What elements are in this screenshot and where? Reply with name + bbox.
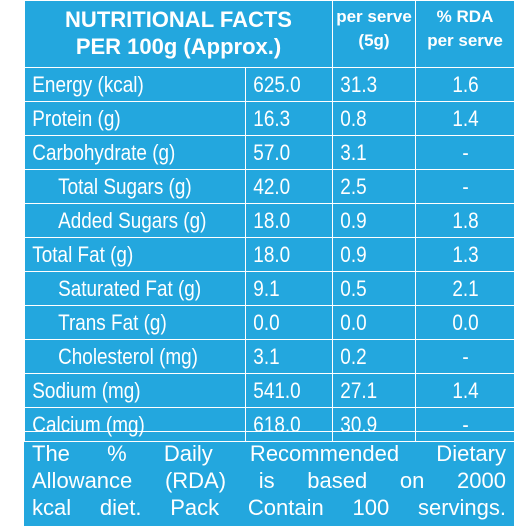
footnote-line-1: The % Daily Recommended Dietary: [32, 441, 506, 466]
rda-value: -: [422, 135, 509, 170]
per-100g-value: 618.0: [245, 407, 321, 442]
per-serve-value: 27.1: [332, 373, 405, 408]
footnote-line-3: kcal diet. Pack Contain 100 servings.: [32, 495, 506, 520]
rda-header-line-2: per serve: [427, 31, 503, 50]
per-serve-value: 0.0: [332, 305, 405, 340]
table-row: Total Sugars (g) 42.0 2.5 -: [24, 169, 515, 204]
footnote-line-2: Allowance (RDA) is based on 2000: [32, 468, 506, 493]
per-serve-header-cell: per serve (5g): [332, 0, 417, 68]
per-100g-value: 42.0: [245, 169, 321, 204]
table-title-line-2: PER 100g (Approx.): [75, 34, 282, 59]
rda-value: 1.6: [422, 67, 509, 102]
rda-value: 1.4: [422, 101, 509, 136]
nutrient-label: Total Fat (g): [24, 237, 215, 272]
rda-value: 0.0: [422, 305, 509, 340]
nutrient-label: Energy (kcal): [24, 67, 215, 102]
per-serve-header-line-1: per serve: [336, 7, 412, 26]
table-row: Saturated Fat (g) 9.1 0.5 2.1: [24, 271, 515, 306]
rda-value: 1.8: [422, 203, 509, 238]
table-row: Sodium (mg) 541.0 27.1 1.4: [24, 373, 515, 408]
nutrient-label: Protein (g): [24, 101, 215, 136]
table-row: Total Fat (g) 18.0 0.9 1.3: [24, 237, 515, 272]
per-serve-header: per serve (5g): [334, 2, 415, 54]
per-100g-value: 0.0: [245, 305, 321, 340]
rda-value: -: [422, 169, 509, 204]
per-100g-value: 57.0: [245, 135, 321, 170]
per-serve-value: 2.5: [332, 169, 405, 204]
nutrient-label: Cholesterol (mg): [24, 339, 215, 374]
nutrient-label: Total Sugars (g): [24, 169, 215, 204]
table-row: Added Sugars (g) 18.0 0.9 1.8: [24, 203, 515, 238]
per-serve-value: 0.2: [332, 339, 405, 374]
rda-value: 1.4: [422, 373, 509, 408]
table-row: Cholesterol (mg) 3.1 0.2 -: [24, 339, 515, 374]
per-serve-value: 0.8: [332, 101, 405, 136]
rda-footnote: The % Daily Recommended Dietary Allowanc…: [24, 431, 514, 526]
nutrient-label: Calcium (mg): [24, 407, 215, 442]
nutrition-facts-panel: NUTRITIONAL FACTS PER 100g (Approx.) per…: [23, 0, 516, 526]
per-100g-value: 541.0: [245, 373, 321, 408]
per-100g-value: 3.1: [245, 339, 321, 374]
nutrient-label: Added Sugars (g): [24, 203, 215, 238]
nutrient-label: Sodium (mg): [24, 373, 215, 408]
rda-value: 1.3: [422, 237, 509, 272]
table-row: Energy (kcal) 625.0 31.3 1.6: [24, 67, 515, 102]
rda-value: -: [422, 339, 509, 374]
table-title-line-1: NUTRITIONAL FACTS: [65, 7, 292, 32]
per-100g-value: 9.1: [245, 271, 321, 306]
per-serve-header-line-2: (5g): [358, 31, 390, 50]
table-row: Protein (g) 16.3 0.8 1.4: [24, 101, 515, 136]
table-header-row: NUTRITIONAL FACTS PER 100g (Approx.) per…: [23, 0, 516, 68]
rda-header-line-1: % RDA: [436, 7, 494, 26]
table-row: Carbohydrate (g) 57.0 3.1 -: [24, 135, 515, 170]
per-serve-value: 0.9: [332, 237, 405, 272]
per-100g-value: 18.0: [245, 237, 321, 272]
table-row: Calcium (mg) 618.0 30.9 -: [24, 407, 515, 442]
table-row: Trans Fat (g) 0.0 0.0 0.0: [24, 305, 515, 340]
table-title: NUTRITIONAL FACTS PER 100g (Approx.): [26, 2, 332, 61]
table-title-cell: NUTRITIONAL FACTS PER 100g (Approx.): [23, 0, 334, 68]
rda-value: 2.1: [422, 271, 509, 306]
per-100g-value: 18.0: [245, 203, 321, 238]
per-serve-value: 31.3: [332, 67, 405, 102]
rda-value: -: [422, 407, 509, 442]
nutrient-label: Saturated Fat (g): [24, 271, 215, 306]
per-serve-value: 3.1: [332, 135, 405, 170]
nutrient-label: Carbohydrate (g): [24, 135, 215, 170]
per-serve-value: 0.9: [332, 203, 405, 238]
per-serve-value: 0.5: [332, 271, 405, 306]
per-100g-value: 625.0: [245, 67, 321, 102]
rda-header-cell: % RDA per serve: [415, 0, 516, 68]
nutrition-table: NUTRITIONAL FACTS PER 100g (Approx.) per…: [23, 0, 516, 442]
rda-header: % RDA per serve: [417, 2, 514, 54]
per-serve-value: 30.9: [332, 407, 405, 442]
nutrient-label: Trans Fat (g): [24, 305, 215, 340]
per-100g-value: 16.3: [245, 101, 321, 136]
